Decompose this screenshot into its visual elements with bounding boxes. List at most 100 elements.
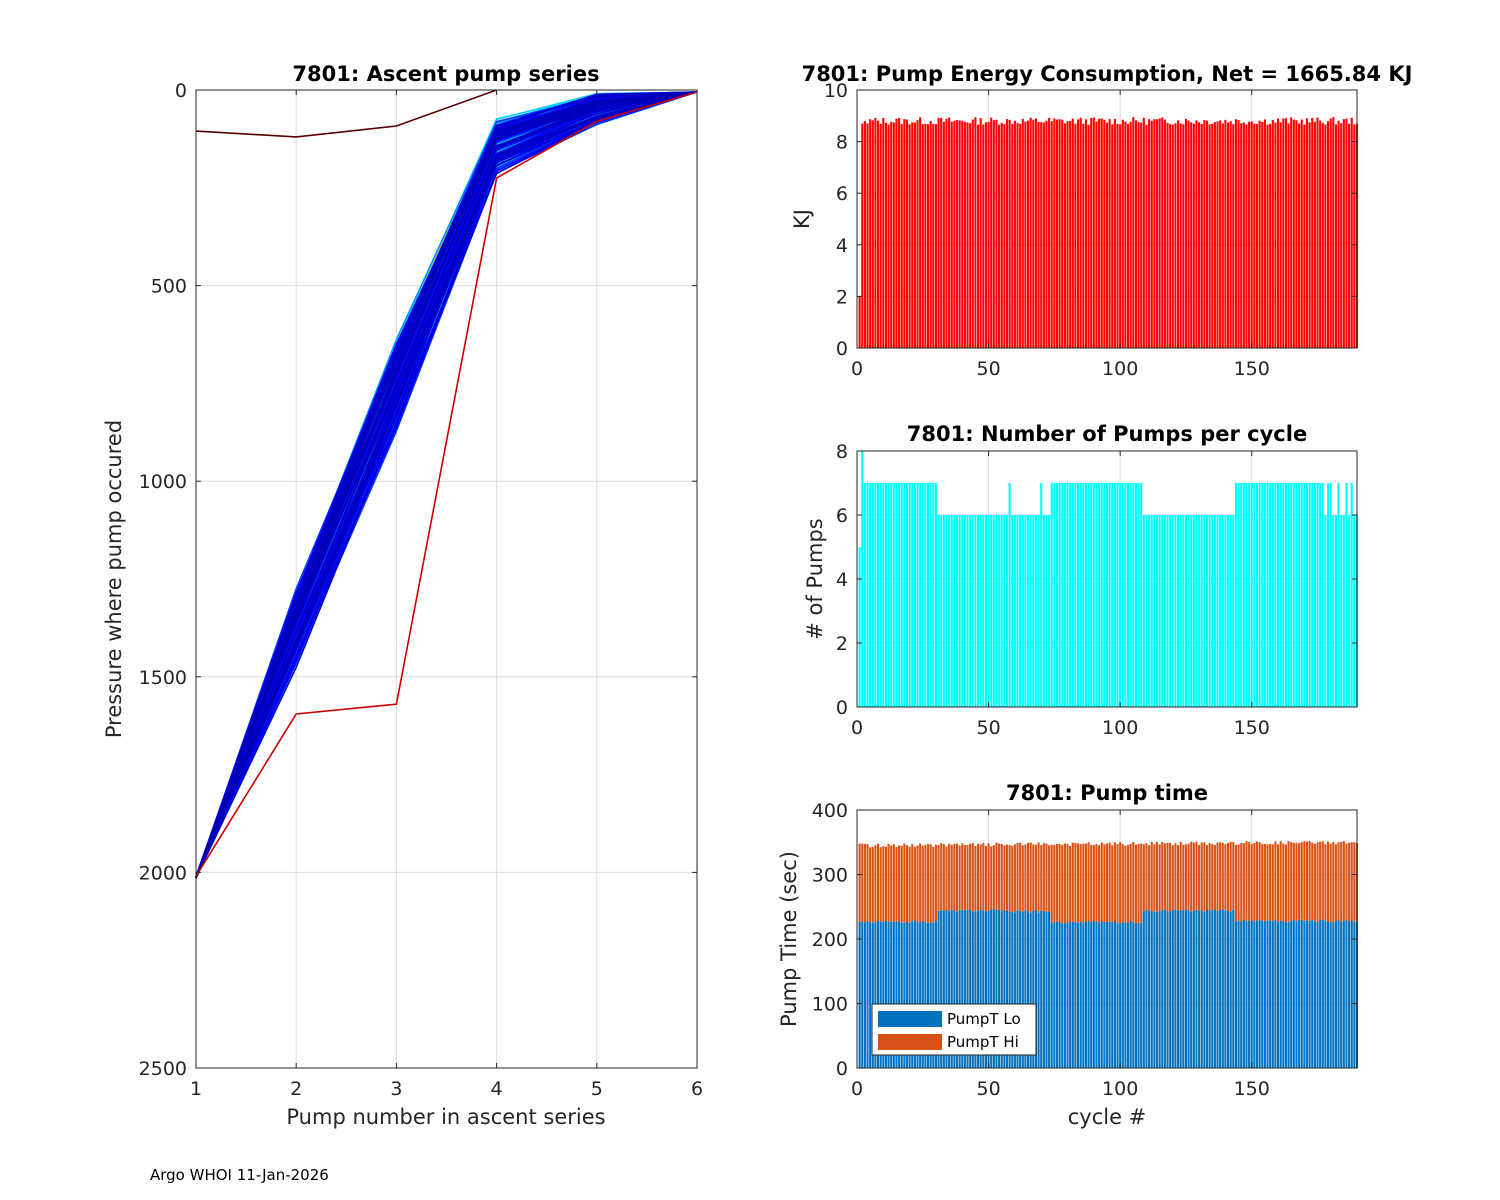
pump-time-hi-bar	[882, 846, 885, 922]
pump-time-hi-bar	[1174, 843, 1177, 910]
pump-time-hi-bar	[1292, 842, 1295, 920]
pumps-bar	[1069, 483, 1072, 707]
energy-bar	[940, 117, 943, 349]
energy-bar	[1321, 122, 1324, 348]
pump-time-lo-bar	[1169, 911, 1172, 1068]
pumps-bar	[1053, 483, 1056, 707]
pump-time-lo-bar	[929, 922, 932, 1068]
pump-time-hi-bar	[1250, 843, 1253, 921]
pump-time-lo-bar	[1027, 911, 1030, 1068]
pumps-bar	[1319, 483, 1322, 707]
pump-time-lo-bar	[966, 909, 969, 1068]
pump-time-lo-bar	[1174, 909, 1177, 1068]
energy-bar	[1255, 124, 1259, 348]
pumps-bar	[1198, 515, 1201, 707]
pump-time-lo-bar	[1108, 921, 1111, 1068]
energy-bar	[1261, 121, 1264, 348]
pumps-bar	[1200, 515, 1203, 707]
pumps-bar	[1121, 483, 1124, 707]
pump-time-hi-bar	[1166, 842, 1169, 912]
pump-time-hi-bar	[1295, 842, 1298, 922]
pumps-bar	[1177, 515, 1180, 707]
pumps-bar	[942, 515, 945, 707]
energy-bar	[1263, 119, 1266, 349]
pump-time-lo-bar	[1074, 921, 1077, 1068]
energy-panel: 0 50 100 150 0 2 4 6 8 10 7801: Pump Energy Consu…	[790, 62, 1412, 380]
pump-time-lo-bar	[1013, 912, 1016, 1068]
energy-bar	[1348, 123, 1351, 349]
pump-time-hi-bar	[913, 846, 916, 921]
pump-time-lo-bar	[955, 911, 959, 1068]
energy-bar	[992, 120, 995, 348]
pumps-bar	[911, 483, 914, 707]
pump-time-hi-bar	[1048, 845, 1051, 912]
energy-bar	[1155, 119, 1159, 348]
pumps-bar	[866, 483, 869, 707]
energy-bar	[1145, 124, 1148, 348]
pump-time-hi-bar	[1263, 843, 1266, 922]
energy-axes-box	[856, 89, 1358, 349]
energy-bar	[945, 118, 948, 348]
energy-bar	[1211, 123, 1214, 348]
energy-bar	[977, 124, 980, 348]
energy-bar	[1298, 123, 1301, 348]
energy-bar	[916, 120, 919, 348]
energy-bar	[908, 124, 911, 348]
energy-bar	[1224, 119, 1227, 349]
pumps-ytick-label: 4	[836, 569, 848, 591]
energy-bar	[958, 120, 961, 348]
pumps-bar	[1061, 483, 1064, 707]
pumps-bar	[1045, 515, 1048, 707]
pump-time-hi-bar	[1027, 842, 1030, 912]
pump-time-hi-bar	[1242, 843, 1245, 920]
pump-time-hi-bar	[900, 845, 903, 923]
energy-ytick-label: 10	[824, 80, 848, 102]
ascent-axes-box	[195, 89, 698, 1069]
pump-time-hi-bar	[890, 845, 893, 922]
energy-bar	[1353, 124, 1356, 348]
pumps-bar	[887, 483, 890, 707]
energy-bar	[1013, 120, 1016, 349]
energy-bar	[1071, 118, 1074, 349]
energy-bar	[1192, 123, 1195, 348]
energy-bar	[1137, 121, 1140, 348]
ascent-profile-line	[195, 91, 698, 879]
pump-time-lo-bar	[1092, 921, 1095, 1068]
pump-time-lo-bar	[916, 921, 919, 1068]
pumps-bar	[934, 483, 937, 707]
pumps-bar	[1250, 483, 1253, 707]
pump-time-lo-bar	[1290, 920, 1293, 1068]
pump-time-lo-bar	[992, 909, 995, 1068]
pump-time-hi-bar	[1050, 844, 1053, 924]
pump-time-lo-bar	[1255, 920, 1259, 1068]
pumps-bar	[874, 483, 877, 707]
ascent-profile-line	[195, 91, 698, 878]
pumps-bar	[1229, 515, 1232, 707]
energy-bar	[1034, 118, 1037, 348]
energy-bar	[1305, 118, 1309, 349]
pumps-bar	[1269, 483, 1272, 707]
energy-bar	[982, 124, 985, 349]
energy-bar	[932, 124, 935, 349]
pump-time-lo-bar	[1000, 911, 1003, 1068]
pump-time-lo-bar	[1198, 910, 1201, 1068]
pump-time-lo-bar	[1016, 910, 1019, 1068]
pump-time-lo-bar	[1061, 923, 1064, 1068]
energy-bar	[1292, 119, 1295, 348]
energy-bar	[955, 120, 959, 349]
pump-time-ytick-label: 300	[812, 865, 848, 887]
pumps-bar	[1142, 515, 1145, 707]
energy-bar	[1087, 124, 1090, 349]
ascent-ytick-label: 1000	[139, 471, 187, 493]
energy-bar	[1161, 117, 1164, 349]
pumps-bar	[1113, 483, 1116, 707]
energy-bar	[884, 122, 887, 348]
pumps-bar	[1021, 515, 1024, 707]
ascent-x-axis-label: Pump number in ascent series	[286, 1105, 605, 1129]
pumps-bar	[858, 547, 861, 707]
pump-time-legend[interactable]: PumpT Lo PumpT Hi	[871, 1003, 1037, 1056]
pump-time-lo-bar	[1103, 921, 1106, 1068]
pumps-bar	[1058, 483, 1061, 707]
pump-time-lo-bar	[1295, 921, 1298, 1068]
pump-time-hi-bar	[919, 843, 922, 923]
